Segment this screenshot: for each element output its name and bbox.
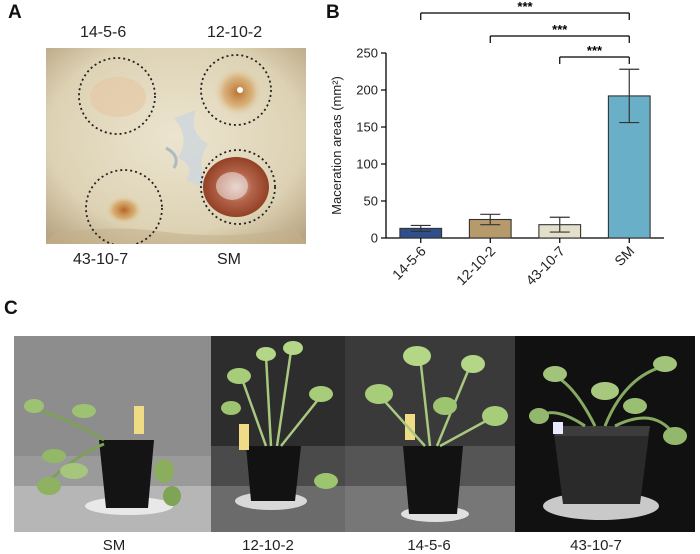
panel-a-label-bottom-left: 43-10-7 xyxy=(73,251,129,268)
plant-photo-12-10-2 xyxy=(211,336,345,532)
plant-photo-sm xyxy=(14,336,211,532)
significance-bracket-2-label: *** xyxy=(587,43,603,58)
y-tick-label-200: 200 xyxy=(356,83,378,98)
panel-a-label-top-right: 12-10-2 xyxy=(207,24,263,41)
caption-14-5-6: 14-5-6 xyxy=(407,537,451,554)
panel-letter-c: C xyxy=(4,298,18,319)
panel-letter-a: A xyxy=(8,2,22,23)
caption-43-10-7: 43-10-7 xyxy=(570,537,622,554)
maceration-bar-chart: 0 50 100 150 200 250 Maceration areas (mm²) 14-… xyxy=(318,0,700,300)
y-tick-label-100: 100 xyxy=(356,157,378,172)
x-tick-label-12-10-2: 12-10-2 xyxy=(453,243,499,289)
inoculation-photo xyxy=(46,48,306,244)
significance-bracket-0-label: *** xyxy=(517,0,533,14)
y-tick-label-250: 250 xyxy=(356,46,378,61)
y-tick-label-50: 50 xyxy=(364,194,378,209)
y-tick-label-0: 0 xyxy=(371,231,378,246)
x-tick-label-43-10-7: 43-10-7 xyxy=(522,243,568,289)
x-tick-label-14-5-6: 14-5-6 xyxy=(389,243,429,283)
y-tick-label-150: 150 xyxy=(356,120,378,135)
panel-letter-b: B xyxy=(326,2,340,23)
x-tick-label-SM: SM xyxy=(611,243,637,269)
panel-a-label-top-left: 14-5-6 xyxy=(80,24,127,41)
panel-a-label-bottom-right: SM xyxy=(217,251,241,268)
significance-bracket-1-label: *** xyxy=(552,22,568,37)
caption-sm: SM xyxy=(102,537,126,554)
plant-photo-43-10-7 xyxy=(515,336,695,532)
y-axis-label: Maceration areas (mm²) xyxy=(329,76,344,215)
caption-12-10-2: 12-10-2 xyxy=(242,537,294,554)
plant-photo-14-5-6 xyxy=(345,336,515,532)
